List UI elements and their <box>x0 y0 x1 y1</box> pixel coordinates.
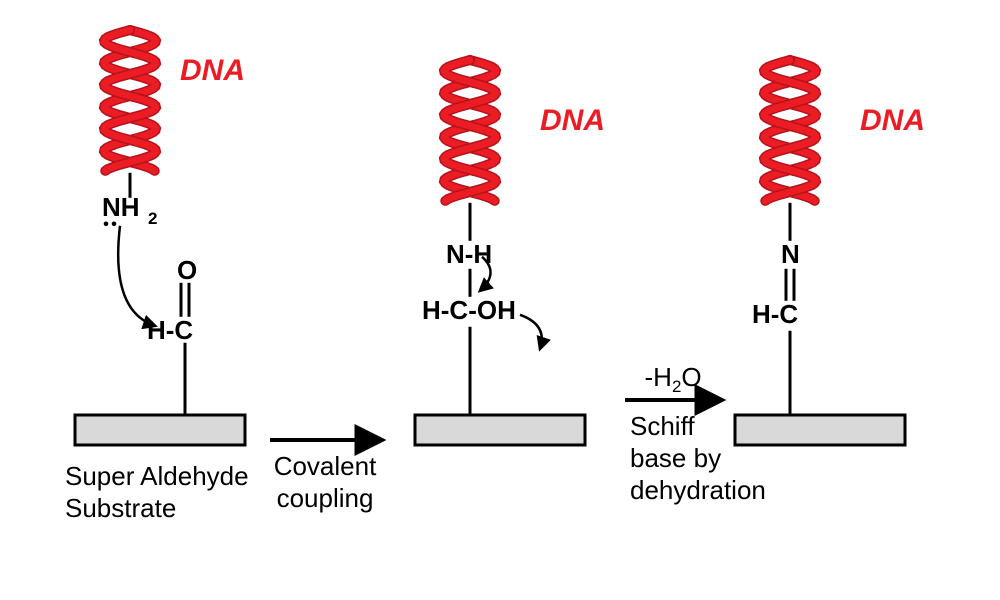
svg-text:dehydration: dehydration <box>630 475 766 505</box>
carbonyl-o: O <box>177 255 197 285</box>
aldehyde-hc: H-C <box>147 315 193 345</box>
dna-label: DNA <box>180 54 245 87</box>
nh-label: N-H <box>446 239 492 269</box>
svg-text:Substrate: Substrate <box>65 493 176 523</box>
dehydration-label: -H2O <box>645 362 702 396</box>
substrate-slab <box>735 415 905 445</box>
amine-label: NH <box>102 192 140 222</box>
reaction-diagram: DNA NH 2 O H-C Super AldehydeSubstrate DNA N-H H… <box>0 0 1000 600</box>
dna-label: DNA <box>860 104 925 137</box>
dna-helix-icon <box>764 60 816 201</box>
svg-text:base by: base by <box>630 443 721 473</box>
imine-hc: H-C <box>752 299 798 329</box>
imine-n: N <box>781 239 800 269</box>
arrow2-caption: Schiff <box>630 411 695 441</box>
substrate-caption: Super Aldehyde <box>65 461 249 491</box>
substrate-slab <box>75 415 245 445</box>
arrow1-caption: Covalent <box>274 451 377 481</box>
mechanism-arrow-icon <box>118 226 155 326</box>
dna-helix-icon <box>104 30 156 171</box>
hcoh-label: H-C-OH <box>422 295 516 325</box>
dna-helix-icon <box>444 60 496 201</box>
dna-label: DNA <box>540 104 605 137</box>
svg-text:coupling: coupling <box>277 483 374 513</box>
substrate-slab <box>415 415 585 445</box>
svg-text:2: 2 <box>148 209 157 228</box>
mechanism-arrow-icon <box>520 315 542 349</box>
